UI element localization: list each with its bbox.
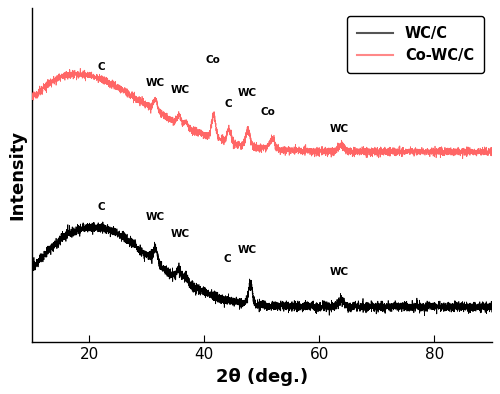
Text: WC: WC [238,245,257,255]
Text: C: C [224,98,232,108]
Text: WC: WC [170,229,190,239]
Text: C: C [97,202,104,212]
Text: Co: Co [206,55,220,65]
X-axis label: 2θ (deg.): 2θ (deg.) [216,368,308,386]
Text: WC: WC [170,85,190,95]
Text: C: C [224,254,231,264]
Text: C: C [97,62,104,72]
Y-axis label: Intensity: Intensity [8,130,26,220]
Text: WC: WC [330,124,349,134]
Text: WC: WC [146,78,165,89]
Text: WC: WC [146,212,165,222]
Legend: WC/C, Co-WC/C: WC/C, Co-WC/C [346,16,484,73]
Text: Co: Co [260,107,275,117]
Text: WC: WC [330,267,349,277]
Text: WC: WC [238,89,257,98]
